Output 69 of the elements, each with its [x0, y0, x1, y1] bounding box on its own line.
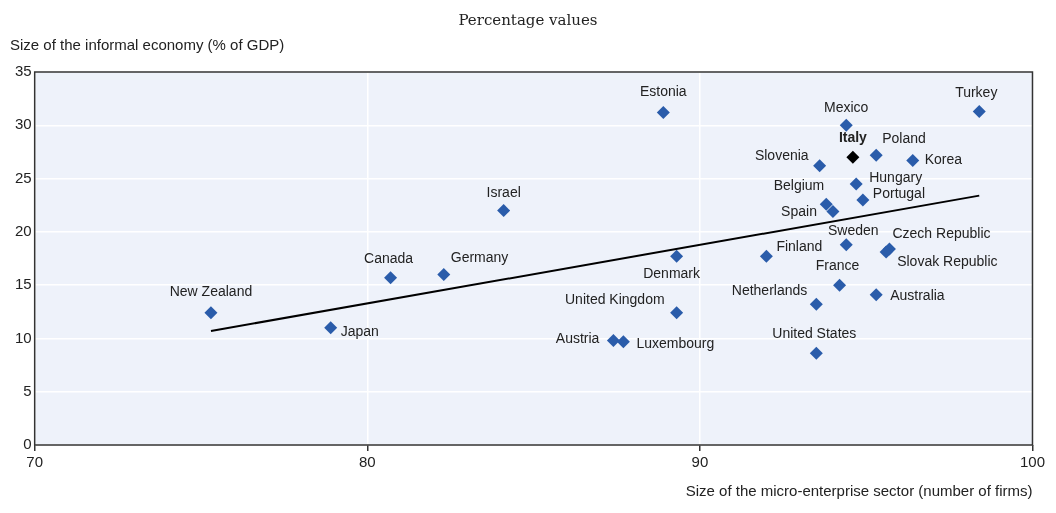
- annotation: New Zealand: [169, 282, 253, 299]
- annotation: Spain: [781, 203, 817, 220]
- annotation: Luxembourg: [636, 335, 715, 352]
- point: [906, 153, 920, 167]
- point: [972, 104, 986, 118]
- point: [670, 249, 684, 263]
- annotation: Czech Republic: [892, 224, 991, 241]
- point: [813, 159, 827, 173]
- annotation: Italy: [838, 129, 868, 146]
- annotation: Japan: [340, 322, 379, 339]
- y-axis-title: Size of the informal economy (% of GDP): [9, 35, 286, 55]
- y-tick-label: 20: [15, 222, 32, 239]
- x-tick-label: 90: [691, 453, 709, 471]
- annotation: United Kingdom: [564, 290, 665, 307]
- annotation: Estonia: [639, 83, 687, 100]
- point: [384, 271, 398, 285]
- point: [833, 278, 847, 292]
- y-tick-label: 35: [15, 62, 32, 80]
- y-tick-label: 15: [15, 275, 32, 293]
- point: [839, 238, 853, 252]
- point: [819, 197, 833, 211]
- annotation: United States: [772, 325, 857, 342]
- annotation: Israel: [486, 184, 521, 201]
- point: [856, 193, 870, 207]
- annotation: Australia: [890, 286, 945, 303]
- annotation: Hungary: [869, 168, 923, 185]
- annotation: Korea: [924, 151, 963, 168]
- point: [809, 346, 823, 360]
- annotation: Germany: [450, 249, 509, 266]
- point: [759, 249, 773, 263]
- chart-title: Percentage values: [457, 10, 599, 31]
- annotation: Sweden: [827, 221, 879, 238]
- point: [869, 148, 883, 162]
- y-tick-label: 30: [15, 115, 32, 133]
- x-tick-label: 80: [358, 453, 376, 471]
- annotation: Canada: [364, 249, 414, 266]
- point: [324, 321, 338, 335]
- annotation: Turkey: [955, 84, 998, 101]
- annotation: Slovenia: [754, 146, 809, 163]
- point: [809, 297, 823, 311]
- point: [497, 204, 511, 218]
- point: [656, 106, 670, 119]
- y-tick-label: 0: [23, 435, 32, 453]
- point: [606, 334, 620, 348]
- y-tick-label: 5: [23, 381, 32, 399]
- annotation: Mexico: [824, 99, 869, 116]
- x-tick-label: 100: [1019, 453, 1045, 471]
- annotation: Portugal: [872, 184, 926, 201]
- point: [849, 177, 863, 191]
- annotation: France: [815, 257, 860, 273]
- y-tick-label: 25: [15, 168, 32, 186]
- x-tick-label: 70: [26, 453, 44, 471]
- point: [826, 205, 840, 219]
- annotation: Denmark: [643, 265, 701, 282]
- point: [616, 335, 630, 349]
- annotation: Slovak Republic: [897, 252, 998, 269]
- y-tick-label: 10: [15, 328, 32, 346]
- point: [437, 267, 451, 281]
- annotation: Belgium: [773, 177, 825, 194]
- annotation: Austria: [555, 330, 600, 347]
- x-axis-title: Size of the micro-enterprise sector (number of firms): [685, 482, 1033, 500]
- annotation: Poland: [882, 129, 926, 146]
- annotation: Finland: [776, 238, 823, 255]
- point: [670, 306, 684, 320]
- point: [846, 150, 860, 164]
- point: [869, 288, 883, 302]
- point: [204, 306, 218, 320]
- point: [839, 118, 853, 132]
- annotation: Netherlands: [731, 282, 808, 299]
